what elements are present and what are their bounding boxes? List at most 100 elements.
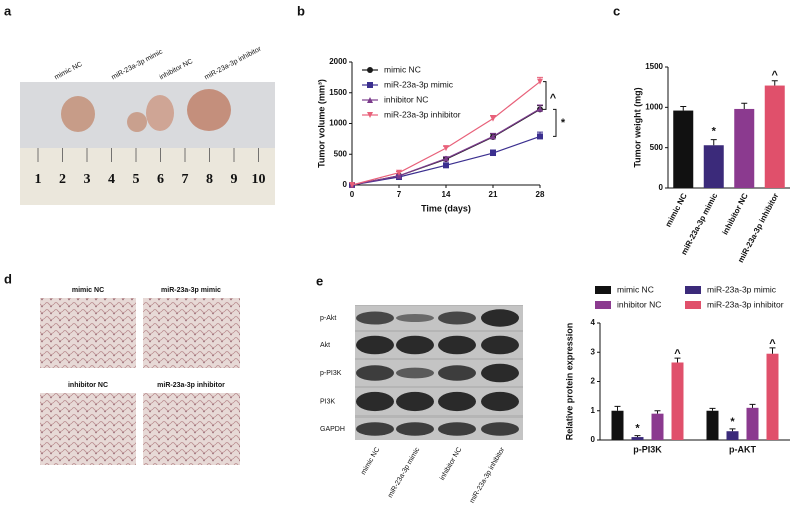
lane-label: mimic NC: [360, 446, 381, 476]
bar: [726, 431, 739, 440]
x-tick-label: 0: [350, 190, 355, 199]
x-tick-label: 21: [489, 190, 498, 199]
legend-swatch: [595, 286, 611, 294]
marker: [490, 150, 496, 157]
blot-band: [356, 335, 394, 355]
blot-band: [396, 367, 434, 379]
blot-band: [356, 365, 394, 381]
legend-swatch: [685, 301, 701, 309]
bar: [766, 353, 779, 440]
protein-label: GAPDH: [320, 426, 345, 433]
panel-letter: e: [316, 273, 323, 288]
ruler-number: 7: [182, 172, 189, 187]
y-tick-label: 3: [591, 347, 596, 356]
marker: [537, 133, 543, 140]
y-axis-label: Tumor weight (mg): [632, 87, 642, 167]
annotation: ^: [550, 92, 557, 104]
legend-label: inhibitor NC: [617, 299, 661, 309]
blot-band: [481, 422, 519, 436]
error-bar: [710, 139, 717, 146]
bar: [673, 110, 694, 188]
panel-letter: b: [297, 3, 305, 18]
lane-label: inhibitor NC: [439, 446, 463, 481]
panel-letter: c: [613, 3, 620, 18]
marker: [349, 182, 355, 188]
y-axis-label: Tumor volume (mm³): [316, 79, 326, 168]
image-title: miR-23a-3p inhibitor: [157, 382, 225, 389]
y-axis-label: Relative protein expression: [564, 323, 574, 441]
tumor: [61, 96, 95, 132]
protein-label: Akt: [320, 342, 330, 349]
blot-band: [481, 363, 519, 383]
blot-band: [356, 422, 394, 436]
y-tick-label: 1500: [645, 62, 663, 71]
histology-image: [143, 298, 240, 368]
group-label: inhibitor NC: [159, 58, 195, 81]
bracket: [543, 81, 547, 110]
protein-label: PI3K: [320, 398, 336, 405]
error-bar: [680, 106, 687, 111]
image-title: mimic NC: [72, 287, 104, 294]
legend-label: miR-23a-3p mimic: [384, 79, 454, 89]
bar: [734, 108, 755, 188]
annotation: ^: [769, 338, 776, 350]
blot-band: [481, 335, 519, 355]
ruler-number: 5: [133, 172, 140, 187]
error-bar: [741, 102, 748, 109]
marker: [443, 155, 449, 162]
image-title: inhibitor NC: [68, 382, 108, 389]
error-bar: [709, 407, 716, 411]
x-tick-label: 7: [397, 190, 402, 199]
bar: [764, 85, 785, 188]
y-tick-label: 0: [659, 183, 664, 192]
ruler-number: 4: [108, 172, 115, 187]
y-tick-label: 2000: [329, 57, 347, 66]
ruler-number: 1: [35, 172, 42, 187]
legend-label: inhibitor NC: [384, 94, 428, 104]
legend-marker: [367, 82, 373, 88]
blot-band: [356, 391, 394, 412]
panel-letter: a: [4, 3, 12, 18]
blot-band: [396, 313, 434, 323]
x-tick-label: 28: [536, 190, 545, 199]
x-tick-label: p-AKT: [729, 444, 756, 454]
marker: [396, 172, 402, 179]
y-tick-label: 1500: [329, 88, 347, 97]
marker: [443, 145, 449, 152]
legend-label: miR-23a-3p inhibitor: [707, 299, 784, 309]
blot-band: [438, 391, 476, 412]
error-bar: [749, 403, 756, 408]
y-tick-label: 4: [591, 318, 596, 327]
marker: [443, 162, 449, 169]
histology-image: [143, 393, 240, 465]
blot-band: [438, 335, 476, 355]
annotation: *: [730, 416, 735, 428]
protein-label: p-PI3K: [320, 370, 342, 377]
group-label: mimic NC: [54, 61, 84, 81]
histology-image: [40, 298, 136, 368]
marker: [490, 115, 496, 122]
x-tick-label: 14: [442, 190, 451, 199]
marker: [490, 133, 496, 140]
y-tick-label: 2: [591, 377, 596, 386]
blot-band: [438, 365, 476, 381]
tumor: [146, 95, 174, 131]
blot-band: [438, 311, 476, 325]
legend-label: mimic NC: [617, 284, 654, 294]
ruler-number: 3: [84, 172, 91, 187]
annotation: ^: [772, 70, 779, 82]
y-tick-label: 500: [650, 143, 664, 152]
annotation: *: [635, 423, 640, 435]
ruler-number: 9: [231, 172, 238, 187]
x-tick-label: p-PI3K: [633, 444, 662, 454]
bracket: [553, 108, 557, 137]
marker: [537, 78, 543, 85]
y-tick-label: 0: [591, 435, 596, 444]
error-bar: [654, 410, 661, 414]
error-bar: [769, 347, 776, 354]
marker: [396, 169, 402, 176]
ruler-number: 8: [206, 172, 213, 187]
image-title: miR-23a-3p mimic: [161, 287, 221, 294]
bar: [706, 410, 719, 440]
